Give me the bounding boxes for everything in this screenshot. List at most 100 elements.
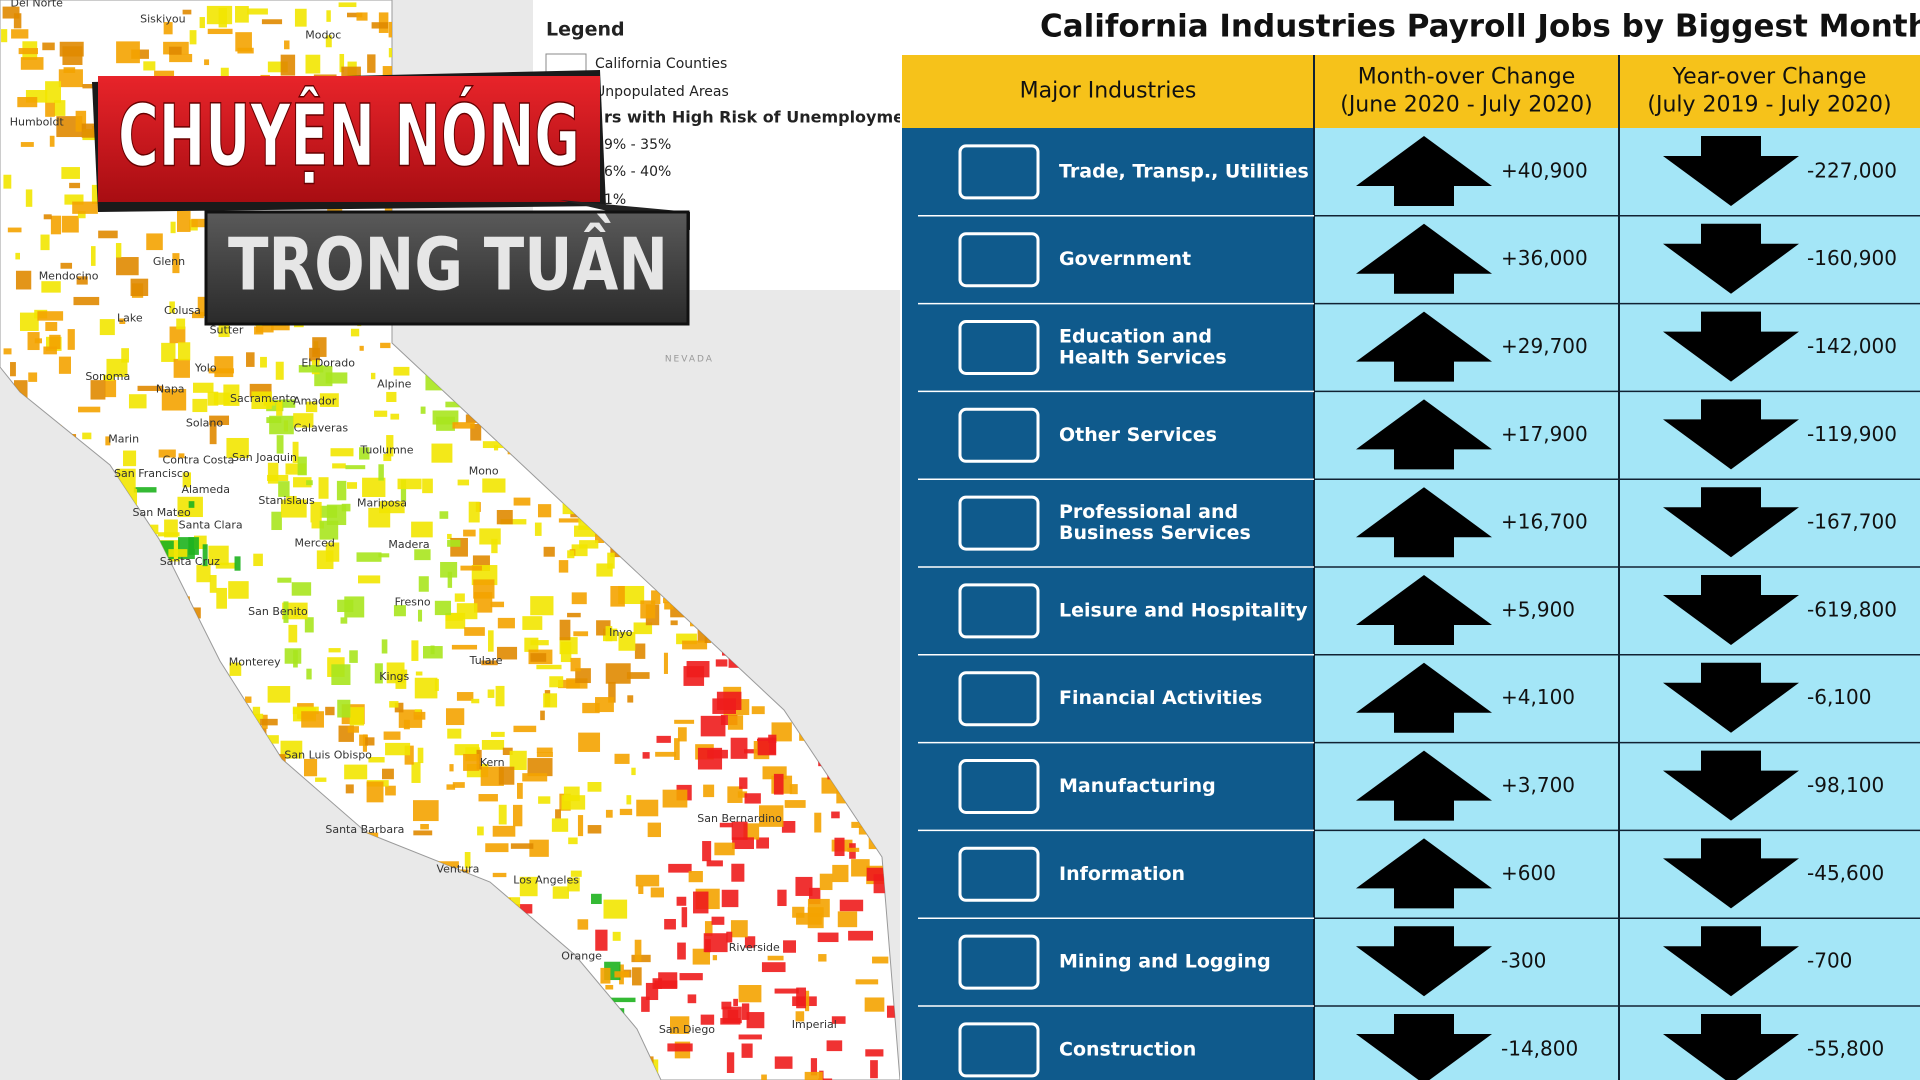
map-patch bbox=[418, 576, 429, 592]
map-patch bbox=[655, 751, 677, 757]
map-patch bbox=[834, 837, 845, 857]
map-patch bbox=[98, 230, 118, 239]
map-patch bbox=[325, 706, 335, 716]
map-patch bbox=[870, 1060, 878, 1079]
map-patch bbox=[235, 32, 252, 52]
map-patch bbox=[305, 401, 318, 413]
map-patch bbox=[358, 575, 381, 584]
map-patch bbox=[237, 47, 254, 54]
map-patch bbox=[433, 861, 459, 868]
industry-icon bbox=[958, 934, 1040, 990]
map-patch bbox=[739, 777, 748, 789]
map-patch bbox=[831, 1016, 846, 1024]
map-labels: Del Norte Siskiyou Modoc Humboldt Glenn Mendo… bbox=[10, 0, 837, 1036]
map-patch bbox=[497, 617, 515, 629]
map-patch bbox=[656, 735, 671, 743]
map-patch bbox=[460, 565, 482, 571]
county-label: Inyo bbox=[609, 626, 633, 639]
map-patch bbox=[618, 631, 636, 651]
map-patch bbox=[635, 874, 660, 887]
map-patch bbox=[627, 695, 634, 703]
industry-name: Health Services bbox=[1059, 347, 1227, 369]
map-patch bbox=[463, 529, 476, 537]
map-patch bbox=[45, 102, 55, 117]
map-patch bbox=[566, 678, 588, 689]
map-patch bbox=[76, 276, 88, 285]
map-patch bbox=[254, 326, 264, 335]
map-patch bbox=[420, 824, 429, 830]
column-header: (June 2020 - July 2020) bbox=[1340, 93, 1593, 118]
year-change: -142,000 bbox=[1807, 334, 1897, 358]
map-patch bbox=[647, 822, 661, 838]
county-label: Mendocino bbox=[39, 270, 99, 283]
map-patch bbox=[530, 653, 547, 662]
map-patch bbox=[103, 374, 114, 381]
map-patch bbox=[37, 311, 64, 321]
county-label: Merced bbox=[295, 537, 335, 550]
map-patch bbox=[634, 939, 642, 962]
map-patch bbox=[481, 660, 498, 666]
map-patch bbox=[403, 719, 410, 730]
industry-name: Construction bbox=[1059, 1038, 1196, 1060]
month-change: -300 bbox=[1501, 949, 1546, 973]
industry-name: Professional and bbox=[1059, 501, 1238, 523]
map-patch bbox=[60, 262, 73, 269]
year-change: -227,000 bbox=[1807, 158, 1897, 182]
county-label: Sonoma bbox=[85, 370, 130, 383]
map-patch bbox=[304, 617, 314, 633]
map-patch bbox=[712, 955, 718, 961]
map-patch bbox=[551, 818, 569, 832]
map-patch bbox=[674, 738, 680, 760]
county-label: Humboldt bbox=[10, 115, 65, 128]
map-patch bbox=[191, 218, 208, 228]
map-patch bbox=[670, 1016, 690, 1034]
year-change: -45,600 bbox=[1807, 861, 1884, 885]
arrow-down bbox=[1663, 311, 1799, 382]
map-patch bbox=[715, 659, 728, 667]
map-patch bbox=[534, 522, 542, 536]
map-patch bbox=[293, 413, 314, 428]
map-patch bbox=[707, 749, 728, 759]
legend-title: Legend bbox=[546, 19, 625, 41]
map-patch bbox=[761, 1074, 767, 1080]
county-label: Glenn bbox=[153, 255, 185, 268]
map-patch bbox=[614, 971, 630, 978]
map-patch bbox=[837, 911, 858, 928]
map-patch bbox=[49, 334, 61, 350]
county-label: Santa Cruz bbox=[160, 555, 220, 568]
map-patch bbox=[847, 847, 860, 852]
map-patch bbox=[58, 356, 71, 374]
map-patch bbox=[267, 474, 289, 481]
map-patch bbox=[781, 820, 796, 833]
map-patch bbox=[756, 837, 770, 849]
map-patch bbox=[216, 587, 227, 609]
map-patch bbox=[123, 450, 137, 467]
map-patch bbox=[19, 312, 39, 331]
map-patch bbox=[176, 210, 191, 232]
map-patch bbox=[157, 532, 180, 537]
map-patch bbox=[306, 668, 312, 680]
map-patch bbox=[693, 891, 709, 914]
map-patch bbox=[567, 877, 580, 892]
column-header: (July 2019 - July 2020) bbox=[1647, 93, 1891, 118]
legend: Legend California Counties Unpopulated Are… bbox=[545, 19, 923, 208]
map-patch bbox=[131, 49, 149, 59]
map-patch bbox=[414, 549, 431, 561]
map-patch bbox=[91, 184, 100, 204]
map-patch bbox=[774, 988, 799, 994]
map-patch bbox=[537, 504, 552, 518]
map-patch bbox=[293, 650, 298, 668]
arrow-down bbox=[1663, 750, 1799, 821]
map-patch bbox=[796, 987, 806, 1009]
map-patch bbox=[169, 301, 175, 314]
map-patch bbox=[349, 650, 358, 663]
map-patch bbox=[807, 898, 830, 918]
map-patch bbox=[679, 973, 703, 981]
map-patch bbox=[582, 702, 600, 714]
map-patch bbox=[559, 637, 578, 655]
map-patch bbox=[636, 799, 659, 817]
map-patch bbox=[677, 727, 687, 742]
map-patch bbox=[702, 841, 712, 862]
